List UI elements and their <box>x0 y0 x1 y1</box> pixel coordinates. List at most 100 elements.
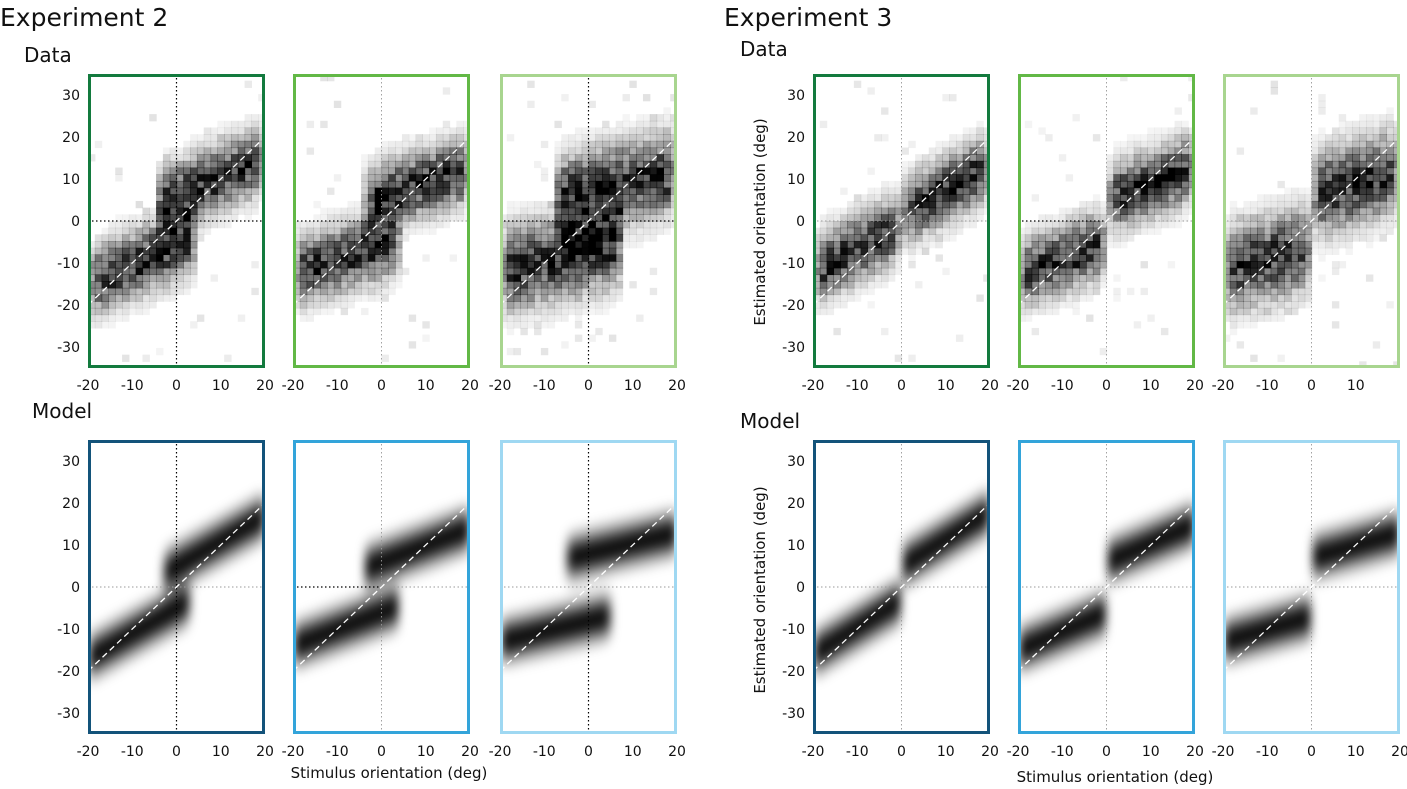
experiment-2-model-panel-3: -20 -10 0 10 20 <box>489 440 686 760</box>
experiment-3-data-panel-3-x-tick: -20 <box>1212 378 1235 394</box>
experiment-3-data-panel-1-y-tick: -10 <box>782 256 805 272</box>
experiment-3-model-panel-3-x-tick: 20 <box>1391 744 1407 760</box>
experiment-3-data-panel-1: -20 -10 0 10 20 30 20 10 0 -10 -20 -30 <box>782 74 999 394</box>
experiment-2-data-panel-2-x-tick: -20 <box>282 378 305 394</box>
experiment-3-data-panel-1-identity-line <box>812 136 991 306</box>
experiment-2-data-panel-1-x-tick: -20 <box>77 378 100 394</box>
experiment-2-data-panel-2: -20 -10 0 10 20 <box>282 74 479 394</box>
experiment-3-data-panel-1-y-tick: -30 <box>782 340 805 356</box>
experiment-3-model-panel-1-x-tick: 0 <box>897 744 906 760</box>
experiment-2-data-panel-1-identity-line <box>87 136 266 306</box>
exp2-model-label: Model <box>32 399 92 423</box>
experiment-2-model-panel-3-heatmap <box>500 501 677 674</box>
experiment-2-model-panel-1-x-tick: 0 <box>172 744 181 760</box>
experiment-2-model-panel-2-x-tick: 20 <box>461 744 479 760</box>
exp3-data-y-axis-label: Estimated orientation (deg) <box>751 118 769 325</box>
experiment-3-data-panel-3: -20 -10 0 10 <box>1212 74 1401 394</box>
experiment-2-model-panel-1-y-tick: -20 <box>57 664 80 680</box>
experiment-2-data-panel-1-x-tick: 0 <box>172 378 181 394</box>
experiment-3-model-panel-2-frame <box>1018 440 1195 734</box>
experiment-3-model-panel-3-frame <box>1223 440 1400 734</box>
experiment-2-data-panel-2-heatmap <box>293 74 470 362</box>
experiment-3-data-panel-3-x-tick: 0 <box>1307 378 1316 394</box>
experiment-3-data-panel-1-x-tick: 10 <box>937 378 955 394</box>
experiment-2-data-panel-3-x-tick: 20 <box>668 378 686 394</box>
experiment-2-data-panel-1-x-tick: 10 <box>212 378 230 394</box>
experiment-2-model-panel-1-heatmap <box>88 486 265 689</box>
experiment-2-data-panel-1-frame <box>88 74 265 368</box>
experiment-3-model-panel-2-heatmap <box>1018 493 1195 681</box>
experiment-3-data-panel-1-x-tick: 20 <box>981 378 999 394</box>
exp2-data-label: Data <box>24 43 72 67</box>
experiment-3-data-panel-2-x-tick: -10 <box>1051 378 1074 394</box>
experiment-2-model-panel-1-y-tick: -10 <box>57 622 80 638</box>
exp3-model-y-axis-label: Estimated orientation (deg) <box>751 486 769 693</box>
experiment-2-data-panel-1-y-tick: -30 <box>57 340 80 356</box>
experiment-3-model-panel-2-x-tick: 0 <box>1102 744 1111 760</box>
experiment-2-data-panel-1-heatmap <box>88 80 265 362</box>
experiment-3-model-panel-1-x-tick: 20 <box>981 744 999 760</box>
exp3-title: Experiment 3 <box>724 3 892 32</box>
experiment-3-data-panel-2-x-tick: 10 <box>1142 378 1160 394</box>
experiment-2-data-panel-1-y-tick: 10 <box>62 172 80 188</box>
experiment-2-model-panel-1-identity-line <box>87 502 266 672</box>
experiment-2-model-panel-1-x-tick: 10 <box>212 744 230 760</box>
experiment-2-data-panel-3-heatmap <box>500 80 677 356</box>
experiment-2-model-panel-1-frame <box>88 440 265 734</box>
experiment-2-data-panel-1-x-tick: 20 <box>256 378 274 394</box>
experiment-2-model-panel-3-identity-line <box>499 502 678 672</box>
experiment-3-model-panel-3-x-tick: -10 <box>1256 744 1279 760</box>
experiment-2-data-panel-3-identity-line <box>499 136 678 306</box>
experiment-3-model-panel-2-x-tick: -20 <box>1007 744 1030 760</box>
experiment-2-model-panel-3-x-tick: 0 <box>584 744 593 760</box>
experiment-2-model-panel-2-frame <box>293 440 470 734</box>
experiment-3-model-panel-1: -20 -10 0 10 20 30 20 10 0 -10 -20 -30 <box>782 440 999 760</box>
experiment-2-data-panel-1-y-tick: -20 <box>57 298 80 314</box>
experiment-2-model-panel-3-x-tick: -10 <box>533 744 556 760</box>
experiment-3-data-panel-3-x-tick: -10 <box>1256 378 1279 394</box>
experiment-3-model-panel-1-frame <box>813 440 990 734</box>
experiment-2-model-panel-2-x-tick: 0 <box>377 744 386 760</box>
experiment-3-model-panel-3-heatmap <box>1223 501 1400 674</box>
experiment-2-data-panel-3-x-tick: -20 <box>489 378 512 394</box>
experiment-2-data-panel-1-y-tick: -10 <box>57 256 80 272</box>
experiment-3-data-panel-2: -20 -10 0 10 20 <box>1007 74 1204 394</box>
experiment-3-model-panel-1-x-tick: 10 <box>937 744 955 760</box>
experiment-2-model-panel-2-x-tick: 10 <box>417 744 435 760</box>
experiment-2-model-panel-1-y-tick: 20 <box>62 496 80 512</box>
experiment-2-model-panel-1-y-tick: 30 <box>62 454 80 470</box>
experiment-2-model-panel-1-y-tick: -30 <box>57 706 80 722</box>
experiment-2-data-panel-3-x-tick: 0 <box>584 378 593 394</box>
experiment-2-model-panel-1-x-tick: -10 <box>121 744 144 760</box>
experiment-3-model-panel-1-y-tick: 20 <box>787 496 805 512</box>
experiment-3-data-panel-3-heatmap <box>1223 80 1400 368</box>
experiment-3-data-panel-1-y-tick: 30 <box>787 88 805 104</box>
experiment-2-model-panel-2-x-tick: -20 <box>282 744 305 760</box>
experiment-3-data-panel-2-x-tick: 0 <box>1102 378 1111 394</box>
experiment-2-data-panel-2-x-tick: 20 <box>461 378 479 394</box>
experiment-3-data-panel-1-heatmap <box>813 80 990 362</box>
experiment-2-data-panel-1: -20 -10 0 10 20 30 20 10 0 -10 -20 -30 <box>57 74 274 394</box>
experiment-2-model-panel-2-heatmap <box>293 498 470 676</box>
experiment-3-model-panel-1-heatmap <box>813 481 990 684</box>
experiment-2-data-panel-2-frame <box>293 74 470 368</box>
exp2-title: Experiment 2 <box>0 3 168 32</box>
experiment-2-data-panel-2-x-tick: -10 <box>326 378 349 394</box>
experiment-3-data-panel-3-frame <box>1223 74 1400 368</box>
experiment-2-model-panel-3-frame <box>500 440 677 734</box>
exp2-x-axis-label: Stimulus orientation (deg) <box>291 764 488 782</box>
experiment-2-data-panel-3-x-tick: 10 <box>624 378 642 394</box>
experiment-3-model-panel-1-x-tick: -10 <box>846 744 869 760</box>
experiment-3-data-panel-2-x-tick: 20 <box>1186 378 1204 394</box>
experiment-3-data-panel-1-x-tick: -10 <box>846 378 869 394</box>
experiment-3-model-panel-1-y-tick: 30 <box>787 454 805 470</box>
experiment-3-model-panel-3: -20 -10 0 10 20 <box>1212 440 1407 760</box>
experiment-3-model-panel-2-x-tick: 20 <box>1186 744 1204 760</box>
experiment-3-data-panel-1-x-tick: 0 <box>897 378 906 394</box>
experiment-2-data-panel-3-x-tick: -10 <box>533 378 556 394</box>
experiment-2-data-panel-1-y-tick: 20 <box>62 130 80 146</box>
exp3-data-label: Data <box>740 37 788 61</box>
experiment-2-model-panel-1-x-tick: -20 <box>77 744 100 760</box>
experiment-2-model-panel-2-identity-line <box>292 502 471 672</box>
experiment-2-data-panel-1-y-tick: 30 <box>62 88 80 104</box>
